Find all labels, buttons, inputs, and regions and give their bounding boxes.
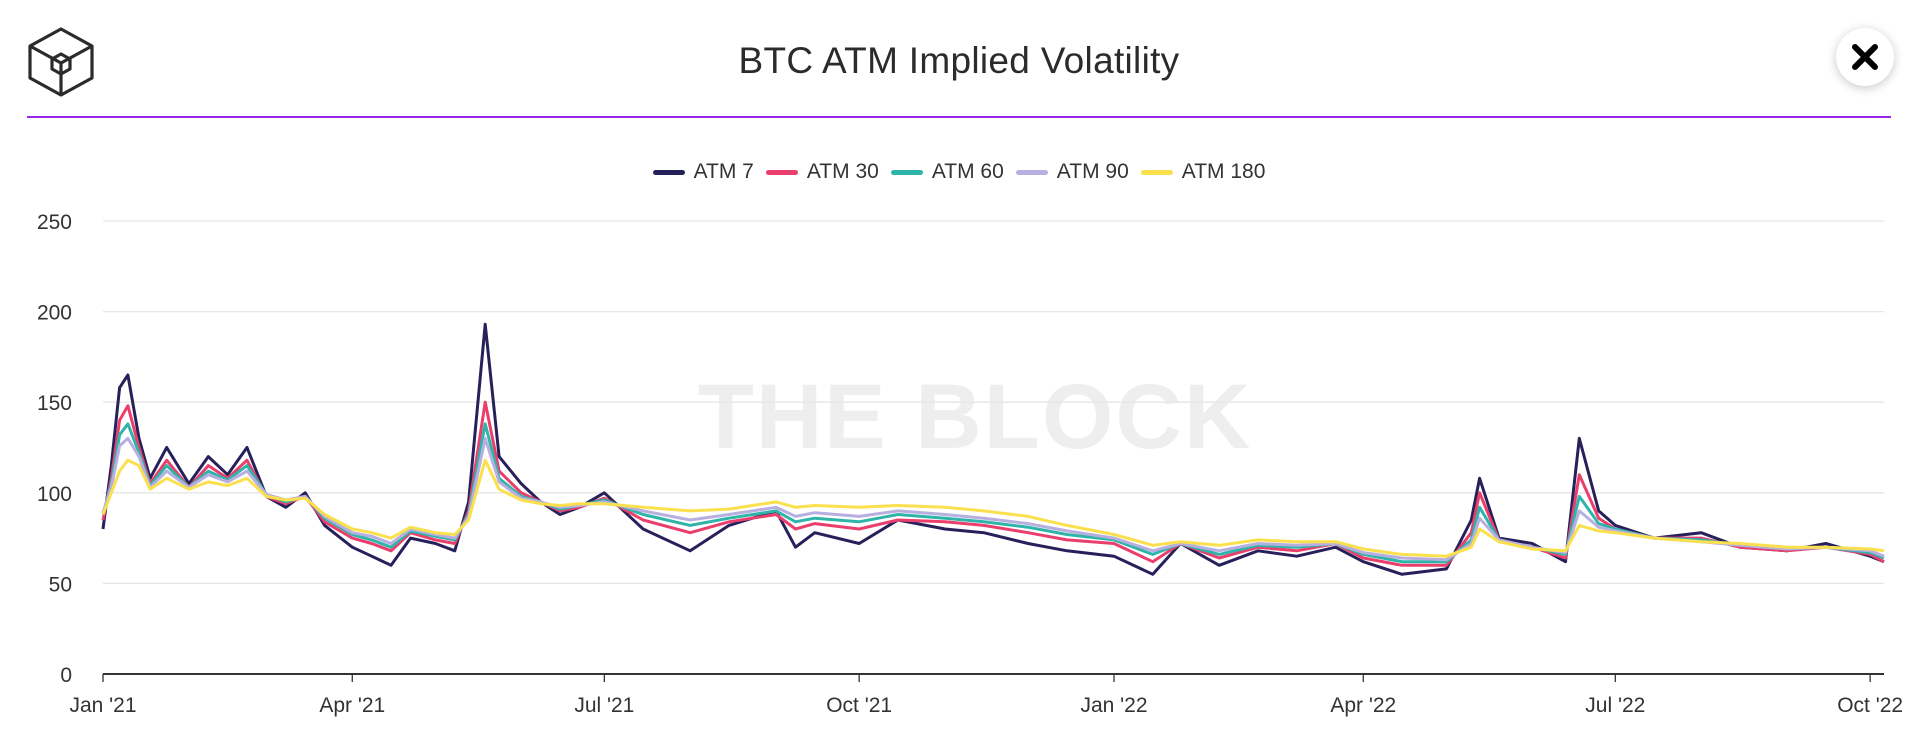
legend-label: ATM 90 — [1056, 160, 1129, 183]
legend-swatch — [765, 169, 798, 175]
x-tick-label: Jan '22 — [1080, 694, 1147, 717]
y-tick-label: 250 — [37, 211, 72, 234]
header: BTC ATM Implied Volatility — [0, 0, 1918, 118]
x-tick-label: Apr '22 — [1330, 694, 1396, 717]
legend-label: ATM 180 — [1181, 160, 1266, 183]
legend-item-atm-180[interactable]: ATM 180 — [1140, 160, 1266, 184]
y-tick-label: 50 — [49, 573, 72, 596]
header-divider — [27, 116, 1891, 118]
x-tick-label: Jul '21 — [574, 694, 634, 717]
legend-label: ATM 7 — [693, 160, 754, 183]
x-tick-label: Oct '21 — [826, 694, 892, 717]
y-tick-label: 100 — [37, 483, 72, 506]
legend-swatch — [652, 169, 685, 175]
page-title: BTC ATM Implied Volatility — [738, 40, 1180, 81]
legend-swatch — [1015, 169, 1048, 175]
x-tick-label: Jul '22 — [1585, 694, 1645, 717]
line-chart: 0 50 100 150 200 250 Jan '21 Apr '21 Jul '21 Oct … — [37, 211, 1903, 717]
legend-swatch — [890, 169, 923, 175]
x-tick-label: Oct '22 — [1837, 694, 1903, 717]
y-tick-label: 200 — [37, 302, 72, 325]
cube-logo-icon[interactable] — [27, 26, 95, 98]
chart-legend: ATM 7 ATM 30 ATM 60 ATM 90 ATM 180 — [0, 160, 1918, 184]
x-tick-label: Jan '21 — [69, 694, 136, 717]
close-button[interactable] — [1836, 28, 1894, 86]
close-icon — [1852, 44, 1878, 70]
legend-label: ATM 30 — [806, 160, 879, 183]
series-line-atm-180 — [101, 458, 1885, 558]
legend-item-atm-60[interactable]: ATM 60 — [890, 160, 1004, 184]
legend-item-atm-30[interactable]: ATM 30 — [765, 160, 879, 184]
y-tick-label: 0 — [60, 664, 72, 687]
y-tick-label: 150 — [37, 392, 72, 415]
x-tick-label: Apr '21 — [319, 694, 385, 717]
legend-item-atm-7[interactable]: ATM 7 — [652, 160, 754, 184]
legend-swatch — [1140, 169, 1173, 175]
legend-item-atm-90[interactable]: ATM 90 — [1015, 160, 1129, 184]
legend-label: ATM 60 — [931, 160, 1004, 183]
